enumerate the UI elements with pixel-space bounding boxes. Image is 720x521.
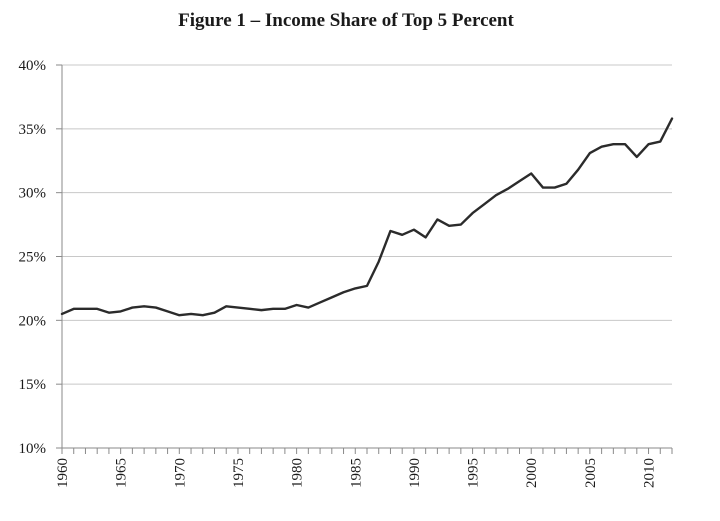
chart-title: Figure 1 – Income Share of Top 5 Percent (178, 10, 514, 31)
x-axis-tick-labels: 1960 1965 1970 1975 1980 1985 1990 1995 2000 2005… (55, 458, 658, 488)
y-tick-label: 25% (19, 250, 47, 266)
grid-lines (62, 64, 672, 385)
x-tick-label: 1965 (114, 458, 130, 488)
x-tick-label: 1970 (172, 458, 188, 488)
y-tick-label: 30% (19, 186, 47, 202)
axes (56, 64, 673, 454)
y-tick-label: 15% (19, 377, 47, 393)
x-tick-label: 1995 (466, 458, 482, 488)
x-tick-label: 1985 (348, 458, 364, 488)
y-tick-label: 10% (19, 441, 47, 457)
y-axis-tick-labels: 10% 15% 20% 25% 30% 35% 40% (19, 58, 47, 457)
y-tick-label: 20% (19, 313, 47, 329)
series-layer (60, 117, 674, 317)
y-tick-label: 40% (19, 58, 47, 74)
x-tick-label: 2010 (642, 458, 658, 488)
x-tick-label: 1990 (407, 458, 423, 488)
x-tick-label: 1975 (231, 458, 247, 488)
x-tick-label: 2005 (583, 458, 599, 488)
x-tick-label: 1960 (55, 458, 71, 488)
x-tick-label: 1980 (290, 458, 306, 488)
x-tick-label: 2000 (524, 458, 540, 488)
series-line (60, 117, 674, 317)
y-tick-label: 35% (19, 122, 47, 138)
